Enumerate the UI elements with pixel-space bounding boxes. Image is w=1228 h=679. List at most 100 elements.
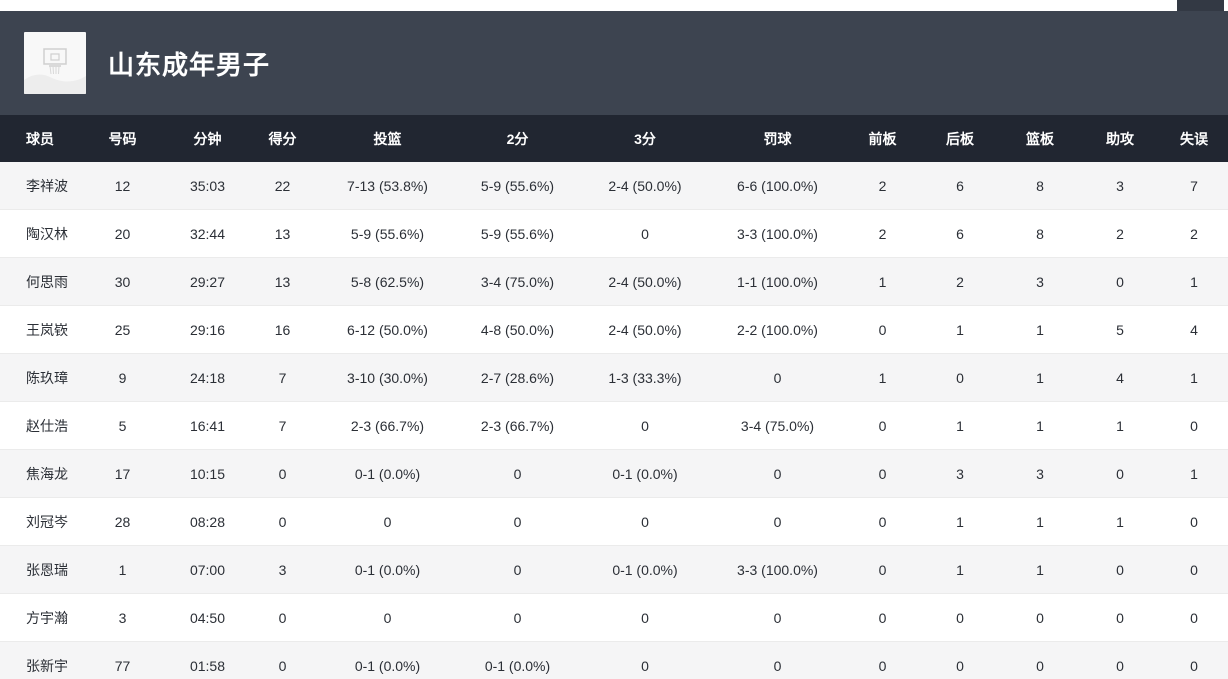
stats-table: 球员 号码 分钟 得分 投篮 2分 3分 罚球 前板 后板 篮板 助攻 失误 李祥波 12 35:03 22 7… (0, 115, 1228, 679)
cell-points: 3 (245, 545, 320, 594)
cell-minutes: 29:27 (170, 257, 245, 306)
cell-points: 13 (245, 209, 320, 258)
col-header-two_pt: 2分 (455, 115, 580, 162)
cell-three_pt: 2-4 (50.0%) (580, 162, 710, 210)
cell-tov: 1 (1160, 353, 1228, 402)
cell-fg: 5-9 (55.6%) (320, 209, 455, 258)
cell-tov: 1 (1160, 449, 1228, 498)
cell-minutes: 35:03 (170, 162, 245, 210)
team-banner: 山东成年男子 (0, 11, 1228, 115)
cell-number: 1 (75, 545, 170, 594)
cell-reb: 1 (1000, 353, 1080, 402)
cell-number: 3 (75, 593, 170, 642)
cell-reb: 0 (1000, 641, 1080, 679)
cell-points: 7 (245, 401, 320, 450)
table-row: 张恩瑞 1 07:00 3 0-1 (0.0%) 0 0-1 (0.0%) 3-3 (100.… (0, 545, 1228, 594)
cell-minutes: 29:16 (170, 305, 245, 354)
cell-reb: 1 (1000, 305, 1080, 354)
cell-ast: 0 (1080, 641, 1160, 679)
cell-reb: 1 (1000, 497, 1080, 546)
cell-name: 张新宇 (0, 641, 75, 679)
cell-two_pt: 0 (455, 449, 580, 498)
cell-name: 张恩瑞 (0, 545, 75, 594)
cell-ast: 4 (1080, 353, 1160, 402)
cell-fg: 0 (320, 497, 455, 546)
cell-number: 17 (75, 449, 170, 498)
table-row: 张新宇 77 01:58 0 0-1 (0.0%) 0-1 (0.0%) 0 0 0 0 0 0 0 (0, 641, 1228, 679)
table-row: 方宇瀚 3 04:50 0 0 0 0 0 0 0 0 0 0 (0, 593, 1228, 642)
cell-dreb: 1 (920, 401, 1000, 450)
col-header-dreb: 后板 (920, 115, 1000, 162)
cell-ast: 2 (1080, 209, 1160, 258)
cell-fg: 0-1 (0.0%) (320, 545, 455, 594)
cell-two_pt: 0-1 (0.0%) (455, 641, 580, 679)
cell-three_pt: 0 (580, 593, 710, 642)
cell-points: 13 (245, 257, 320, 306)
cell-ast: 0 (1080, 545, 1160, 594)
cell-three_pt: 0 (580, 641, 710, 679)
cell-ft: 6-6 (100.0%) (710, 162, 845, 210)
cell-reb: 8 (1000, 209, 1080, 258)
cell-number: 20 (75, 209, 170, 258)
table-row: 陈玖璋 9 24:18 7 3-10 (30.0%) 2-7 (28.6%) 1-3 (33… (0, 353, 1228, 402)
cell-name: 何思雨 (0, 257, 75, 306)
cell-dreb: 1 (920, 305, 1000, 354)
stats-table-body: 李祥波 12 35:03 22 7-13 (53.8%) 5-9 (55.6%) 2-4 (… (0, 162, 1228, 679)
team-title: 山东成年男子 (108, 49, 271, 80)
cell-number: 77 (75, 641, 170, 679)
col-header-reb: 篮板 (1000, 115, 1080, 162)
cell-two_pt: 2-3 (66.7%) (455, 401, 580, 450)
cell-reb: 1 (1000, 545, 1080, 594)
cell-number: 25 (75, 305, 170, 354)
col-header-number: 号码 (75, 115, 170, 162)
cell-two_pt: 3-4 (75.0%) (455, 257, 580, 306)
cell-dreb: 6 (920, 162, 1000, 210)
cell-dreb: 0 (920, 641, 1000, 679)
cell-number: 30 (75, 257, 170, 306)
stats-table-scroll-area[interactable]: 球员 号码 分钟 得分 投篮 2分 3分 罚球 前板 后板 篮板 助攻 失误 李祥波 12 35:03 22 7… (0, 115, 1228, 679)
cell-three_pt: 0-1 (0.0%) (580, 545, 710, 594)
col-header-three_pt: 3分 (580, 115, 710, 162)
cell-ft: 3-3 (100.0%) (710, 545, 845, 594)
cell-oreb: 1 (845, 353, 920, 402)
cell-tov: 0 (1160, 545, 1228, 594)
cell-points: 0 (245, 641, 320, 679)
top-right-corner-block (1177, 0, 1224, 11)
cell-reb: 1 (1000, 401, 1080, 450)
cell-dreb: 0 (920, 593, 1000, 642)
cell-dreb: 0 (920, 353, 1000, 402)
cell-dreb: 2 (920, 257, 1000, 306)
cell-ft: 1-1 (100.0%) (710, 257, 845, 306)
cell-points: 22 (245, 162, 320, 210)
cell-ast: 0 (1080, 449, 1160, 498)
cell-name: 王岚嵚 (0, 305, 75, 354)
cell-points: 0 (245, 449, 320, 498)
cell-minutes: 08:28 (170, 497, 245, 546)
cell-ft: 0 (710, 497, 845, 546)
table-row: 王岚嵚 25 29:16 16 6-12 (50.0%) 4-8 (50.0%) 2-4 (… (0, 305, 1228, 354)
cell-points: 0 (245, 593, 320, 642)
col-header-tov: 失误 (1160, 115, 1228, 162)
cell-oreb: 0 (845, 497, 920, 546)
cell-name: 陈玖璋 (0, 353, 75, 402)
cell-fg: 0 (320, 593, 455, 642)
cell-number: 5 (75, 401, 170, 450)
cell-tov: 0 (1160, 497, 1228, 546)
cell-tov: 4 (1160, 305, 1228, 354)
cell-three_pt: 0 (580, 401, 710, 450)
cell-ft: 3-3 (100.0%) (710, 209, 845, 258)
cell-name: 赵仕浩 (0, 401, 75, 450)
cell-oreb: 0 (845, 401, 920, 450)
cell-ast: 1 (1080, 497, 1160, 546)
cell-oreb: 0 (845, 593, 920, 642)
cell-minutes: 10:15 (170, 449, 245, 498)
cell-oreb: 1 (845, 257, 920, 306)
cell-minutes: 07:00 (170, 545, 245, 594)
top-strip (0, 0, 1228, 11)
cell-three_pt: 0-1 (0.0%) (580, 449, 710, 498)
cell-two_pt: 4-8 (50.0%) (455, 305, 580, 354)
cell-ft: 0 (710, 641, 845, 679)
stats-table-header: 球员 号码 分钟 得分 投篮 2分 3分 罚球 前板 后板 篮板 助攻 失误 (0, 115, 1228, 162)
col-header-ast: 助攻 (1080, 115, 1160, 162)
